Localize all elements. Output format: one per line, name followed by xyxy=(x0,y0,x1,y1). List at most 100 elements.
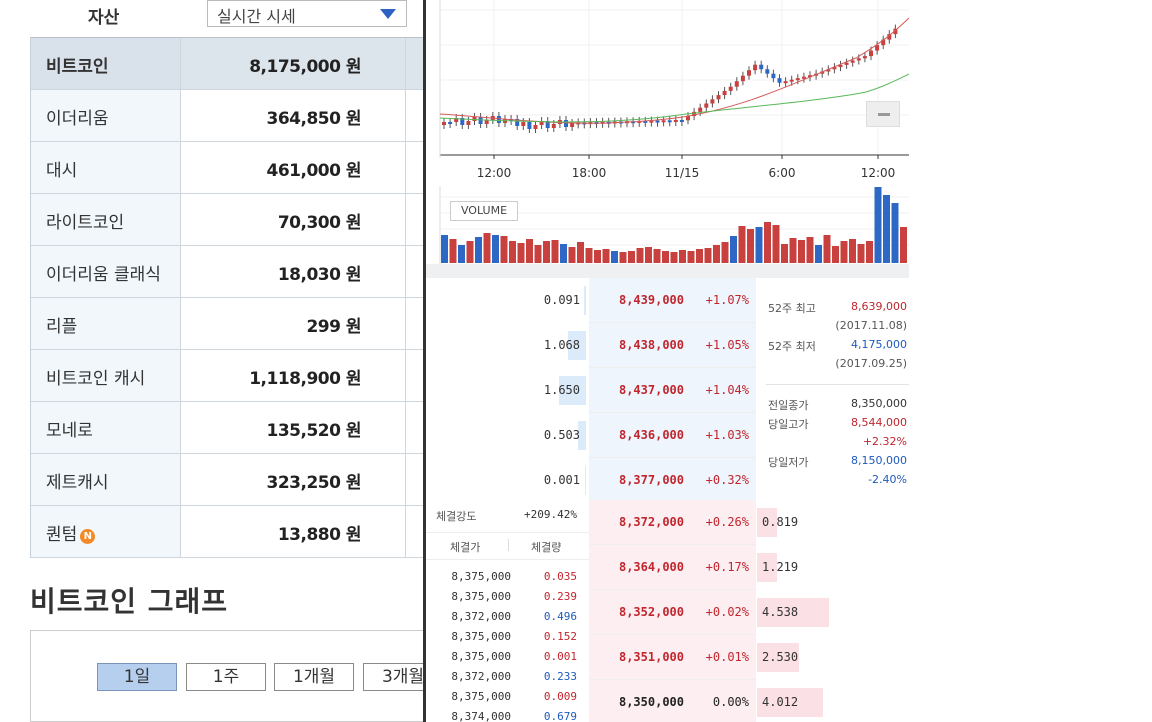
asset-row[interactable]: 라이트코인 70,300 원 xyxy=(31,194,425,246)
asset-row[interactable]: 모네로 135,520 원 xyxy=(31,402,425,454)
order-change: +1.04% xyxy=(705,383,749,397)
candle-body xyxy=(478,117,483,124)
price-cell: 8,372,000 +0.26% xyxy=(589,500,756,545)
candle-body xyxy=(740,75,745,82)
asset-row[interactable]: 퀀텀 N 13,880 원 xyxy=(31,506,425,558)
candle-body xyxy=(545,121,550,128)
trade-qty: 0.009 xyxy=(543,690,577,703)
asset-name: 비트코인 캐시 xyxy=(31,350,181,401)
candle-body xyxy=(850,60,855,63)
bid-row[interactable]: 2.530 8,351,000 +0.01% xyxy=(426,635,909,680)
ask-row[interactable]: 0.001 8,377,000 +0.32% xyxy=(426,458,909,503)
volume-bar xyxy=(611,251,618,263)
chevron-down-icon[interactable] xyxy=(380,9,396,19)
trade-price: 8,374,000 xyxy=(451,710,511,722)
bid-row[interactable]: 4.012 8,350,000 0.00% xyxy=(426,680,909,722)
ask-depth-bar xyxy=(585,466,586,495)
volume-bar xyxy=(704,248,712,263)
bid-qty: 2.530 xyxy=(757,643,799,672)
volume-bar xyxy=(466,241,474,263)
ask-depth-bar xyxy=(578,421,586,450)
candle-body xyxy=(692,111,697,117)
ma-long-line xyxy=(439,73,909,123)
time-label: 11/15 xyxy=(665,166,700,180)
bid-row[interactable]: 0.819 8,372,000 +0.26% xyxy=(426,500,909,545)
order-price: 8,438,000 xyxy=(618,338,684,352)
period-button[interactable]: 1주 xyxy=(186,663,266,691)
bid-row[interactable]: 1.219 8,364,000 +0.17% xyxy=(426,545,909,590)
trade-row: 8,374,000 0.679 xyxy=(426,710,589,722)
trade-row: 8,372,000 0.233 xyxy=(426,670,589,690)
trade-price: 8,375,000 xyxy=(451,650,511,663)
trade-row: 8,375,000 0.239 xyxy=(426,590,589,610)
candle-body xyxy=(881,39,886,46)
bid-row[interactable]: 4.538 8,352,000 +0.02% xyxy=(426,590,909,635)
volume-bar xyxy=(662,251,669,263)
candle-body xyxy=(710,99,715,104)
candle-body xyxy=(698,107,703,112)
asset-row[interactable]: 리플 299 원 xyxy=(31,298,425,350)
volume-bar xyxy=(687,251,695,263)
ask-row[interactable]: 0.091 8,439,000 +1.07% xyxy=(426,278,909,323)
candle-body xyxy=(820,71,825,74)
order-change: 0.00% xyxy=(712,695,749,709)
trade-qty: 0.239 xyxy=(543,590,577,603)
asset-price: 135,520 원 xyxy=(266,421,362,441)
candle-body xyxy=(533,125,538,129)
asset-price: 299 원 xyxy=(306,317,361,337)
ask-row[interactable]: 1.650 8,437,000 +1.04% xyxy=(426,368,909,413)
candle-body xyxy=(795,78,800,81)
price-mode-value: 실시간 시세 xyxy=(217,7,296,26)
price-mode-select[interactable]: 실시간 시세 xyxy=(207,0,407,27)
strength-value: +209.42% xyxy=(524,508,577,521)
volume-bar xyxy=(509,241,516,263)
ask-depth-bar xyxy=(559,376,586,405)
price-chart[interactable]: 12:00 18:00 11/15 6:00 12:00 xyxy=(426,0,909,278)
zoom-out-button[interactable] xyxy=(866,101,900,127)
asset-row[interactable]: 비트코인 캐시 1,118,900 원 xyxy=(31,350,425,402)
candle-body xyxy=(728,86,733,91)
trade-row: 8,375,000 0.152 xyxy=(426,630,589,650)
strength-label: 체결강도 xyxy=(436,510,477,523)
day-high-value: 8,544,000 xyxy=(851,416,907,429)
asset-row[interactable]: 제트캐시 323,250 원 xyxy=(31,454,425,506)
order-price: 8,437,000 xyxy=(618,383,684,397)
volume-bar xyxy=(517,243,525,263)
asset-name-text: 제트캐시 xyxy=(46,473,109,493)
trade-qty: 0.001 xyxy=(543,650,577,663)
asset-name: 라이트코인 xyxy=(31,194,181,245)
ask-row[interactable]: 1.068 8,438,000 +1.05% xyxy=(426,323,909,368)
volume-bar xyxy=(840,241,848,263)
candle-body xyxy=(893,28,898,35)
volume-bar xyxy=(789,238,797,263)
order-price: 8,364,000 xyxy=(618,560,684,574)
asset-row[interactable]: 비트코인 8,175,000 원 xyxy=(31,38,425,90)
asset-price: 364,850 원 xyxy=(266,109,362,129)
trade-price: 8,375,000 xyxy=(451,590,511,603)
volume-bar xyxy=(645,247,652,263)
trade-price: 8,375,000 xyxy=(451,690,511,703)
prev-close-value: 8,350,000 xyxy=(851,397,907,410)
day-low-pct: -2.40% xyxy=(868,473,907,486)
trade-row: 8,375,000 0.035 xyxy=(426,570,589,590)
candle-body xyxy=(484,120,489,124)
trade-row: 8,372,000 0.496 xyxy=(426,610,589,630)
period-button[interactable]: 1일 xyxy=(97,663,177,691)
asset-row[interactable]: 이더리움 클래식 18,030 원 xyxy=(31,246,425,298)
order-price: 8,350,000 xyxy=(618,695,684,709)
asset-name-text: 대시 xyxy=(46,161,78,181)
day-high-pct: +2.32% xyxy=(862,435,907,448)
col-price-label: 체결가 xyxy=(450,541,481,554)
candle-body xyxy=(460,118,465,125)
ask-row[interactable]: 0.503 8,436,000 +1.03% xyxy=(426,413,909,458)
volume-bar xyxy=(543,241,550,263)
asset-row[interactable]: 대시 461,000 원 xyxy=(31,142,425,194)
period-button[interactable]: 1개월 xyxy=(274,663,354,691)
volume-label: VOLUME xyxy=(450,201,518,221)
asset-row[interactable]: 이더리움 364,850 원 xyxy=(31,90,425,142)
volume-bar xyxy=(730,236,737,263)
volume-bar xyxy=(764,222,771,263)
volume-bar xyxy=(738,226,746,263)
asset-price: 18,030 원 xyxy=(277,265,362,285)
candle-body xyxy=(716,95,721,100)
